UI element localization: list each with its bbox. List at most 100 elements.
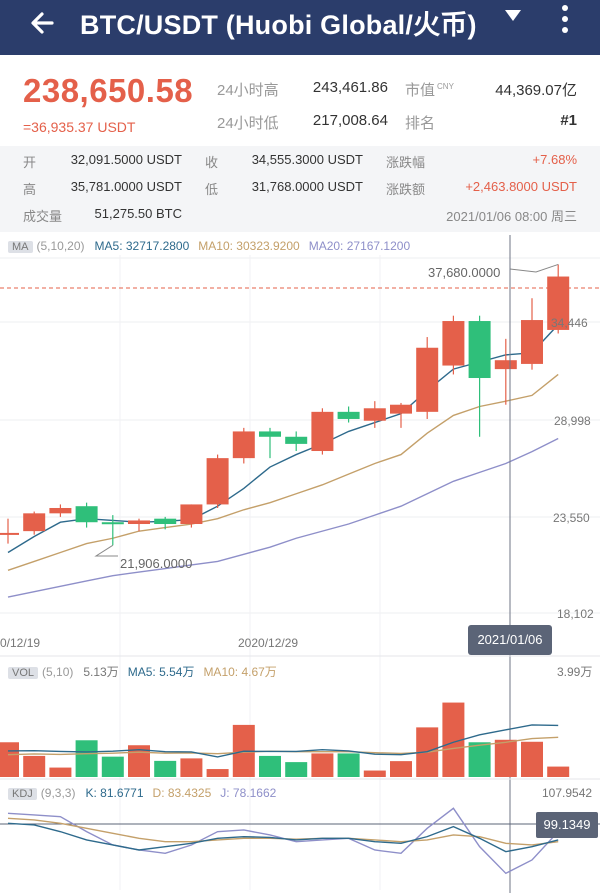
candle-body (547, 276, 570, 330)
candle-body (128, 520, 150, 525)
vol-axis-max: 3.99万 (557, 665, 593, 679)
candle-body (285, 436, 308, 444)
volume-bar (521, 741, 543, 777)
volume-bar (337, 753, 360, 777)
kdj-legend: KDJ (9,3,3) K: 81.6771 D: 83.4325 J: 78.1662 (8, 786, 285, 800)
vol-ma10: MA10: 4.67万 (203, 665, 277, 679)
volume-label: 成交量 (23, 209, 63, 224)
more-options-icon[interactable] (558, 2, 572, 38)
ma5-value: MA5: 32717.2800 (94, 239, 190, 253)
top-bar: BTC/USDT (Huobi Global/火币) (0, 0, 600, 55)
rank-label: 排名 (405, 115, 436, 132)
change-amt-value: +2,463.8000 USDT (465, 179, 577, 194)
volume-bar (285, 762, 308, 777)
high-value: 35,781.0000 USDT (70, 179, 182, 194)
kdj-tag[interactable]: KDJ (8, 788, 37, 800)
ma20-line (7, 437, 559, 598)
kdj-params: (9,3,3) (40, 786, 76, 800)
price-tick-2: 28,998 (554, 414, 591, 428)
candle-body (416, 347, 439, 412)
volume-bar (363, 770, 386, 777)
high-marker-leader (509, 263, 559, 273)
close-value: 34,555.3000 USDT (251, 152, 363, 167)
ma-legend: MA (5,10,20) MA5: 32717.2800 MA10: 30323.92… (8, 239, 419, 253)
low-label: 低 (205, 182, 219, 197)
candle-body (75, 506, 98, 523)
candle-body (101, 522, 124, 525)
change-pct-value: +7.68% (532, 152, 577, 167)
volume-bar (23, 755, 46, 777)
low-24h-value: 217,008.64 (312, 112, 388, 129)
market-cap-unit: CNY (437, 82, 454, 91)
candle-body (0, 532, 19, 535)
back-arrow-icon[interactable] (26, 6, 60, 40)
candle-body (154, 518, 177, 525)
ma-params: (5,10,20) (36, 239, 85, 253)
high-24h-value: 243,461.86 (312, 79, 388, 96)
vol-params: (5,10) (42, 665, 74, 679)
close-label: 收 (205, 155, 219, 170)
volume-bar (494, 739, 517, 777)
kdj-j: J: 78.1662 (220, 786, 277, 800)
change-pct-label: 涨跌幅 (386, 155, 426, 170)
volume-bar (75, 740, 98, 777)
kdj-current-tag: 99.1349 (536, 812, 598, 838)
market-cap-value: 44,369.07亿 (495, 82, 577, 99)
ma20-value: MA20: 27167.1200 (308, 239, 411, 253)
volume-bar (154, 760, 177, 777)
last-price: 238,650.58 (23, 72, 194, 109)
ma5-line (7, 324, 559, 554)
vol-tag[interactable]: VOL (8, 667, 39, 679)
candle-body (390, 404, 412, 414)
price-tick-1: 34,446 (551, 316, 588, 330)
volume-bar (390, 761, 412, 777)
low-24h-label: 24小时低 (217, 115, 279, 132)
volume-bar (101, 756, 124, 777)
kdj-d: D: 83.4325 (152, 786, 212, 800)
candle-body (180, 504, 203, 525)
ma-tag[interactable]: MA (8, 241, 33, 253)
pair-title[interactable]: BTC/USDT (Huobi Global/火币) (80, 10, 477, 40)
volume-bar (311, 753, 334, 777)
ma10-value: MA10: 30323.9200 (198, 239, 300, 253)
low-marker-leader (94, 544, 118, 557)
rank-value: #1 (560, 112, 577, 129)
ohlc-panel: 开 32,091.5000 USDT 收 34,555.3000 USDT 涨跌… (0, 146, 600, 232)
datetime-value: 2021/01/06 08:00 周三 (446, 209, 577, 224)
vol-current: 5.13万 (83, 665, 119, 679)
candle-body (363, 408, 386, 421)
candle-body (494, 360, 517, 370)
volume-bar (206, 769, 229, 777)
vol-ma5: MA5: 5.54万 (127, 665, 195, 679)
kdj-k-line (7, 822, 559, 853)
price-tick-4: 18,102 (557, 607, 594, 621)
candle-body (259, 431, 281, 437)
change-amt-label: 涨跌额 (386, 182, 426, 197)
candle-body (468, 321, 491, 379)
low-marker-label: 21,906.0000 (120, 556, 193, 571)
low-value: 31,768.0000 USDT (251, 179, 363, 194)
volume-bar (0, 742, 19, 777)
candle-body (337, 411, 360, 419)
high-label: 高 (23, 182, 37, 197)
volume-value: 51,275.50 BTC (94, 206, 182, 221)
kdj-k: K: 81.6771 (85, 786, 144, 800)
candle-body (442, 321, 465, 366)
candle-body (23, 513, 46, 532)
vol-ma5-line (7, 724, 559, 758)
date-tick-1: 0/12/19 (0, 636, 41, 650)
candle-body (49, 507, 72, 514)
vol-legend: VOL (5,10) 5.13万 MA5: 5.54万 MA10: 4.67万 (8, 663, 286, 680)
candle-body (206, 458, 229, 505)
candle-body (311, 411, 334, 452)
high-24h-label: 24小时高 (217, 82, 279, 99)
chevron-down-icon[interactable] (505, 10, 521, 21)
last-price-usdt: =36,935.37 USDT (23, 119, 136, 135)
price-tick-3: 23,550 (553, 511, 590, 525)
date-tick-2: 2020/12/29 (238, 636, 299, 650)
volume-bar (180, 758, 203, 777)
candle-body (232, 431, 255, 459)
cursor-date-tag: 2021/01/06 (468, 625, 552, 655)
ma10-line (7, 373, 559, 571)
